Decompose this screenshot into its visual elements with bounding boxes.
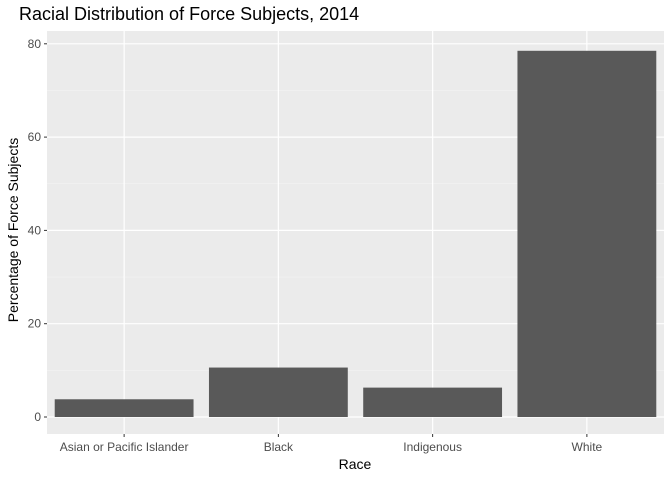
y-tick-label: 40 [28,223,42,237]
bar [363,387,503,417]
bar [54,399,194,417]
y-tick-label: 20 [28,317,42,331]
y-axis-title: Percentage of Force Subjects [5,138,21,322]
x-tick-label: White [572,440,603,454]
bar [208,367,348,417]
y-tick-label: 80 [28,37,42,51]
y-tick-label: 60 [28,130,42,144]
x-tick-label: Indigenous [403,440,462,454]
bar [517,50,657,418]
plot-panel [47,31,664,434]
y-tick-label: 0 [34,410,41,424]
x-tick-label: Black [264,440,294,454]
chart-title: Racial Distribution of Force Subjects, 2… [19,4,359,24]
x-tick-label: Asian or Pacific Islander [60,440,189,454]
x-axis-title: Race [339,456,372,472]
